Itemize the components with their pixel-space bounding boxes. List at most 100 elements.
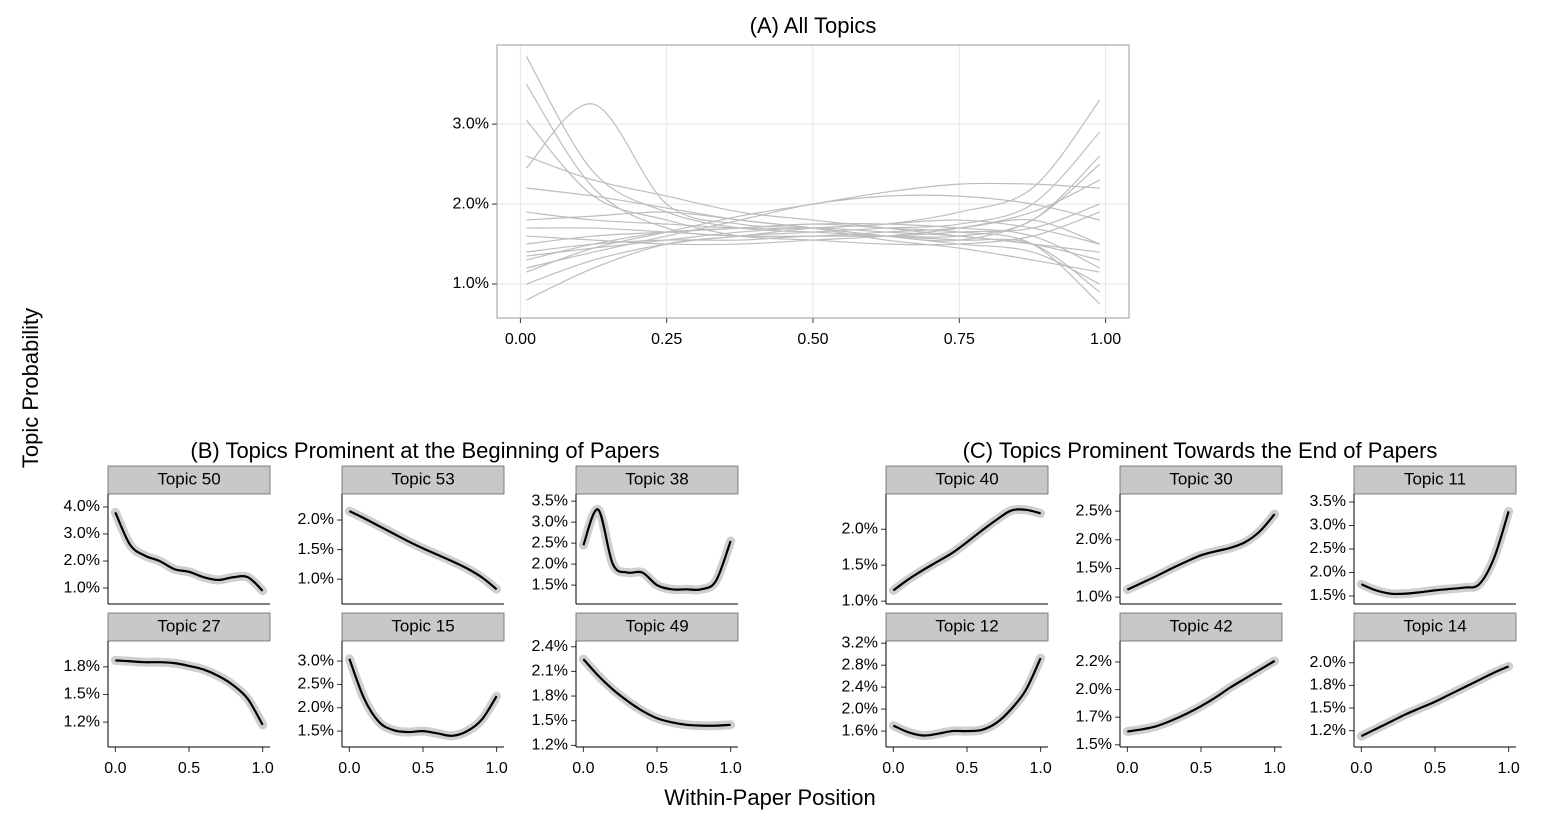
trend-line	[892, 657, 1042, 737]
topic-line	[526, 211, 1100, 285]
x-tick-label: 0.0	[338, 760, 360, 777]
trend-line	[348, 658, 498, 737]
y-tick-label: 2.8%	[842, 656, 878, 673]
strip-title: Topic 11	[1404, 469, 1466, 488]
strip	[341, 612, 505, 642]
y-tick-label: 1.8%	[64, 658, 100, 675]
x-tick-label: 0.5	[1190, 760, 1212, 777]
strip	[107, 465, 271, 495]
y-axis-title: Topic Probability	[18, 308, 43, 468]
ci-band	[888, 504, 1046, 595]
x-tick-label: 0.5	[1424, 760, 1446, 777]
trend-line	[1127, 659, 1276, 733]
strip-title: Topic 40	[935, 469, 998, 488]
strip	[1119, 612, 1283, 642]
ci-band	[344, 654, 502, 741]
y-tick-label: 1.5%	[298, 722, 334, 739]
strip	[1353, 465, 1517, 495]
y-tick-label: 1.5%	[532, 712, 568, 729]
y-tick-label: 1.2%	[1310, 722, 1346, 739]
y-tick-label: 3.2%	[842, 634, 878, 651]
y-tick-label: 1.0%	[64, 579, 100, 596]
y-tick-label: 2.0%	[1076, 681, 1112, 698]
strip-title: Topic 42	[1169, 616, 1232, 635]
trend-line	[1126, 513, 1276, 591]
x-tick-label: 1.00	[1090, 331, 1121, 348]
y-tick-label: 3.0%	[1310, 517, 1346, 534]
y-tick-label: 2.2%	[1076, 653, 1112, 670]
y-tick-label: 1.6%	[842, 722, 878, 739]
strip-title: Topic 50	[157, 469, 220, 488]
x-tick-label: 0.50	[797, 331, 828, 348]
y-tick-label: 1.5%	[1076, 736, 1112, 753]
strip	[575, 612, 739, 642]
group-title: (C) Topics Prominent Towards the End of …	[963, 438, 1438, 463]
chart-title: (A) All Topics	[750, 13, 877, 38]
y-tick-label: 1.7%	[1076, 708, 1112, 725]
x-tick-label: 0.0	[572, 760, 594, 777]
group-title: (B) Topics Prominent at the Beginning of…	[190, 438, 659, 463]
y-tick-label: 2.0%	[1076, 531, 1112, 548]
x-tick-label: 1.0	[1264, 760, 1286, 777]
y-tick-label: 1.5%	[1310, 699, 1346, 716]
y-tick-label: 3.0%	[532, 513, 568, 530]
y-tick-label: 1.5%	[842, 556, 878, 573]
y-tick-label: 1.5%	[298, 541, 334, 558]
trend-line	[582, 508, 732, 592]
y-tick-label: 1.2%	[532, 737, 568, 754]
ci-band	[578, 505, 736, 595]
x-tick-label: 0.0	[1350, 760, 1372, 777]
x-tick-label: 0.5	[956, 760, 978, 777]
y-tick-label: 2.0%	[532, 555, 568, 572]
strip-title: Topic 38	[625, 469, 688, 488]
x-tick-label: 0.5	[646, 760, 668, 777]
y-tick-label: 1.0%	[842, 592, 878, 609]
y-tick-label: 2.0%	[842, 700, 878, 717]
y-tick-label: 2.5%	[532, 534, 568, 551]
strip	[885, 465, 1049, 495]
y-tick-label: 2.5%	[1076, 502, 1112, 519]
strip	[575, 465, 739, 495]
trend-line	[348, 510, 498, 591]
y-tick-label: 3.5%	[1310, 493, 1346, 510]
x-tick-label: 1.0	[1030, 760, 1052, 777]
strip-title: Topic 27	[157, 616, 220, 635]
x-tick-label: 0.0	[104, 760, 126, 777]
y-tick-label: 2.1%	[532, 663, 568, 680]
y-tick-label: 2.5%	[298, 676, 334, 693]
ci-band	[1122, 656, 1280, 737]
y-tick-label: 2.0%	[453, 195, 489, 212]
y-tick-label: 1.8%	[532, 687, 568, 704]
y-tick-label: 2.5%	[1310, 540, 1346, 557]
ci-band	[1356, 506, 1514, 599]
y-tick-label: 2.0%	[64, 552, 100, 569]
strip	[885, 612, 1049, 642]
strip	[107, 612, 271, 642]
y-tick-label: 3.0%	[298, 652, 334, 669]
strip-title: Topic 30	[1169, 469, 1232, 488]
y-tick-label: 3.0%	[64, 525, 100, 542]
y-tick-label: 3.0%	[453, 115, 489, 132]
y-tick-label: 2.0%	[1310, 654, 1346, 671]
y-tick-label: 1.8%	[1310, 677, 1346, 694]
x-tick-label: 0.0	[882, 760, 904, 777]
x-tick-label: 1.0	[1498, 760, 1520, 777]
trend-line	[115, 659, 264, 726]
x-tick-label: 1.0	[252, 760, 274, 777]
y-tick-label: 3.5%	[532, 492, 568, 509]
y-tick-label: 2.0%	[298, 511, 334, 528]
y-tick-label: 1.5%	[1310, 587, 1346, 604]
trend-line	[582, 658, 731, 727]
strip	[1353, 612, 1517, 642]
strip-title: Topic 15	[391, 616, 454, 635]
trend-line	[114, 511, 264, 592]
strip	[341, 465, 505, 495]
x-tick-label: 0.5	[178, 760, 200, 777]
topic-line	[526, 203, 1100, 237]
x-tick-label: 0.75	[944, 331, 975, 348]
x-tick-label: 0.0	[1116, 760, 1138, 777]
y-tick-label: 2.0%	[842, 520, 878, 537]
y-tick-label: 1.0%	[298, 570, 334, 587]
y-tick-label: 1.5%	[64, 686, 100, 703]
